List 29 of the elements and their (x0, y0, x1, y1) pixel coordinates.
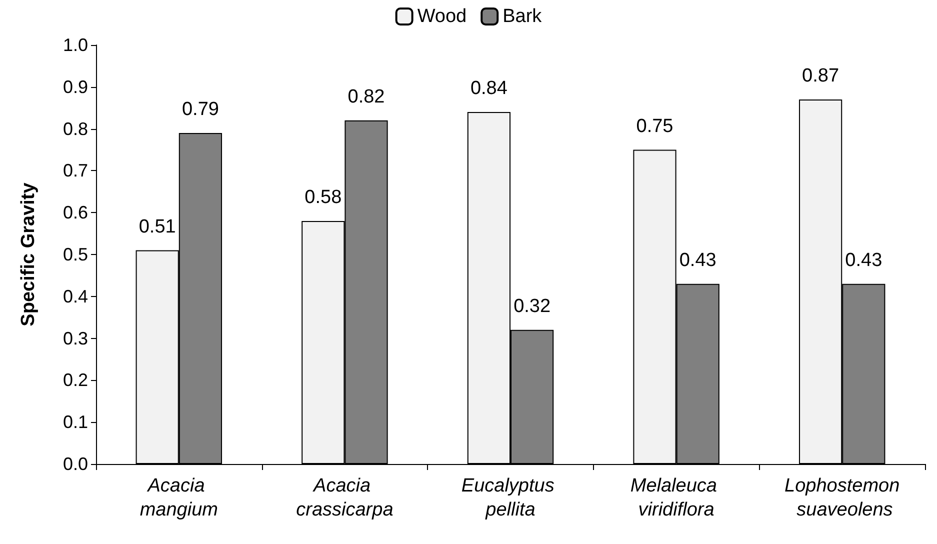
y-tick-label: 0.1 (62, 412, 88, 432)
y-tick-label: 1.0 (62, 35, 88, 55)
legend-label: Bark (502, 6, 542, 27)
data-label: 0.32 (514, 296, 551, 317)
data-label: 0.87 (802, 65, 840, 86)
x-tick-label: Acacia crassicarpa (296, 476, 394, 520)
x-tick-label: Eucalyptus pellita (461, 476, 560, 520)
y-tick-label: 0.0 (62, 454, 88, 474)
legend-label: Wood (417, 6, 467, 27)
y-tick-label: 0.7 (62, 160, 88, 181)
y-tick-label: 0.2 (62, 370, 88, 390)
y-tick-label: 0.3 (62, 328, 88, 348)
data-label: 0.84 (470, 78, 508, 100)
data-label: 0.43 (845, 250, 882, 271)
y-tick-label: 0.9 (62, 76, 88, 97)
data-label: 0.43 (679, 250, 716, 271)
data-label: 0.75 (636, 116, 674, 137)
data-label: 0.82 (348, 86, 385, 108)
y-axis-title: Specific Gravity (18, 182, 39, 326)
y-tick-label: 0.5 (62, 244, 88, 264)
data-label: 0.58 (304, 186, 342, 208)
data-label: 0.51 (138, 216, 176, 238)
x-tick-label: Acacia mangium (140, 476, 218, 520)
y-tick-label: 0.8 (62, 118, 88, 139)
y-tick-label: 0.6 (62, 202, 88, 223)
y-tick-label: 0.4 (62, 286, 88, 306)
x-tick-label: Lophostemon suaveolens (784, 476, 900, 520)
data-label: 0.79 (182, 98, 219, 120)
x-tick-label: Melaleuca viridiflora (630, 476, 722, 520)
